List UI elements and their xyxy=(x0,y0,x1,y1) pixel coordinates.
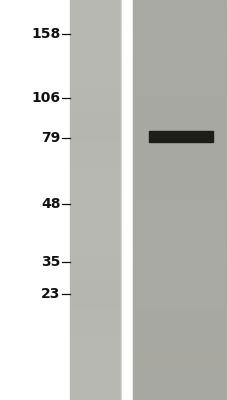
Bar xyxy=(149,132,212,141)
Text: 23: 23 xyxy=(41,287,60,301)
Bar xyxy=(69,0,120,400)
Text: 106: 106 xyxy=(31,91,60,105)
Bar xyxy=(150,134,211,140)
Bar xyxy=(120,0,133,400)
Bar xyxy=(133,0,225,400)
Text: 48: 48 xyxy=(41,197,60,211)
Text: 35: 35 xyxy=(41,255,60,269)
Bar xyxy=(149,131,212,142)
Text: 79: 79 xyxy=(41,131,60,145)
Text: 158: 158 xyxy=(31,27,60,41)
